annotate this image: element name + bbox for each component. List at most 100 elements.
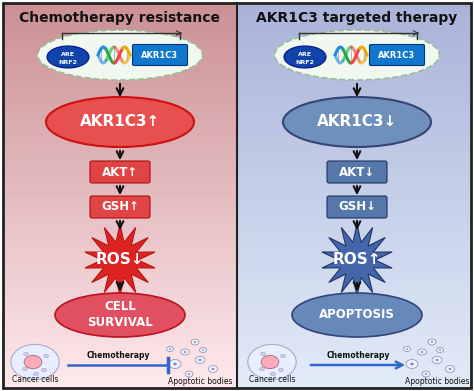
Ellipse shape (436, 359, 438, 361)
Text: Chemotherapy resistance: Chemotherapy resistance (19, 11, 220, 25)
Ellipse shape (449, 368, 451, 370)
Ellipse shape (406, 359, 418, 368)
Text: GSH↓: GSH↓ (338, 201, 376, 213)
Ellipse shape (173, 362, 177, 365)
Bar (4, 118, 236, 125)
Bar (4, 279, 236, 285)
Bar (4, 221, 236, 228)
Ellipse shape (169, 359, 181, 368)
Bar (4, 247, 236, 253)
Ellipse shape (422, 371, 430, 377)
Bar (4, 61, 236, 67)
Bar (4, 375, 236, 382)
Bar (238, 138, 470, 144)
Ellipse shape (292, 293, 422, 337)
Text: Cancer cells: Cancer cells (249, 375, 295, 384)
Bar (4, 311, 236, 317)
Bar (4, 29, 236, 35)
Ellipse shape (200, 348, 207, 353)
Ellipse shape (281, 354, 285, 358)
Polygon shape (85, 224, 155, 296)
Bar (238, 170, 470, 176)
Bar (238, 112, 470, 118)
Bar (238, 202, 470, 208)
Ellipse shape (274, 30, 439, 80)
Bar (238, 9, 470, 16)
Text: ARE: ARE (61, 52, 75, 57)
Bar (4, 362, 236, 369)
Bar (4, 163, 236, 170)
Bar (238, 131, 470, 138)
Bar (4, 189, 236, 196)
Bar (238, 382, 470, 388)
Bar (238, 29, 470, 35)
Bar (238, 330, 470, 337)
Bar (238, 273, 470, 279)
Text: AKT↑: AKT↑ (102, 165, 138, 179)
Bar (238, 176, 470, 183)
Bar (238, 266, 470, 273)
Bar (4, 41, 236, 48)
Bar (4, 330, 236, 337)
Ellipse shape (259, 367, 264, 371)
Bar (4, 260, 236, 266)
Bar (4, 337, 236, 343)
Bar (238, 41, 470, 48)
Polygon shape (322, 224, 392, 296)
Text: Apoptotic bodies: Apoptotic bodies (405, 377, 469, 386)
Bar (4, 99, 236, 106)
Bar (4, 67, 236, 74)
Ellipse shape (431, 341, 433, 343)
Bar (238, 157, 470, 163)
Bar (4, 86, 236, 93)
Ellipse shape (439, 349, 441, 351)
Bar (4, 93, 236, 99)
Bar (4, 138, 236, 144)
Bar (4, 151, 236, 157)
FancyBboxPatch shape (370, 45, 425, 66)
Bar (238, 292, 470, 298)
Bar (4, 183, 236, 189)
Bar (238, 208, 470, 215)
Bar (238, 54, 470, 61)
FancyBboxPatch shape (327, 196, 387, 218)
Text: CELL
SURVIVAL: CELL SURVIVAL (87, 301, 153, 330)
Ellipse shape (37, 30, 202, 80)
Bar (238, 189, 470, 196)
Bar (238, 3, 470, 9)
Bar (4, 356, 236, 362)
Bar (4, 157, 236, 163)
Bar (4, 202, 236, 208)
Ellipse shape (194, 341, 196, 343)
Bar (4, 176, 236, 183)
Ellipse shape (183, 351, 186, 353)
Text: Apoptotic bodies: Apoptotic bodies (168, 377, 232, 386)
Ellipse shape (34, 372, 38, 376)
Text: ARE: ARE (298, 52, 312, 57)
Ellipse shape (185, 371, 193, 377)
Text: AKR1C3: AKR1C3 (378, 50, 416, 59)
Bar (4, 240, 236, 247)
Text: Cancer cells: Cancer cells (12, 375, 58, 384)
Ellipse shape (188, 373, 190, 375)
Text: AKR1C3 targeted therapy: AKR1C3 targeted therapy (256, 11, 457, 25)
FancyBboxPatch shape (133, 45, 188, 66)
Bar (4, 253, 236, 260)
Ellipse shape (24, 352, 28, 356)
Bar (4, 22, 236, 29)
Bar (238, 343, 470, 350)
Bar (238, 163, 470, 170)
Bar (238, 196, 470, 202)
Bar (4, 80, 236, 86)
Bar (238, 22, 470, 29)
Text: AKR1C3↓: AKR1C3↓ (317, 115, 397, 129)
Text: Chemotherapy: Chemotherapy (326, 352, 390, 361)
Bar (238, 144, 470, 151)
Bar (238, 80, 470, 86)
Bar (4, 74, 236, 80)
Bar (4, 369, 236, 375)
Bar (238, 337, 470, 343)
Ellipse shape (191, 339, 199, 345)
Bar (238, 305, 470, 311)
Bar (4, 35, 236, 41)
